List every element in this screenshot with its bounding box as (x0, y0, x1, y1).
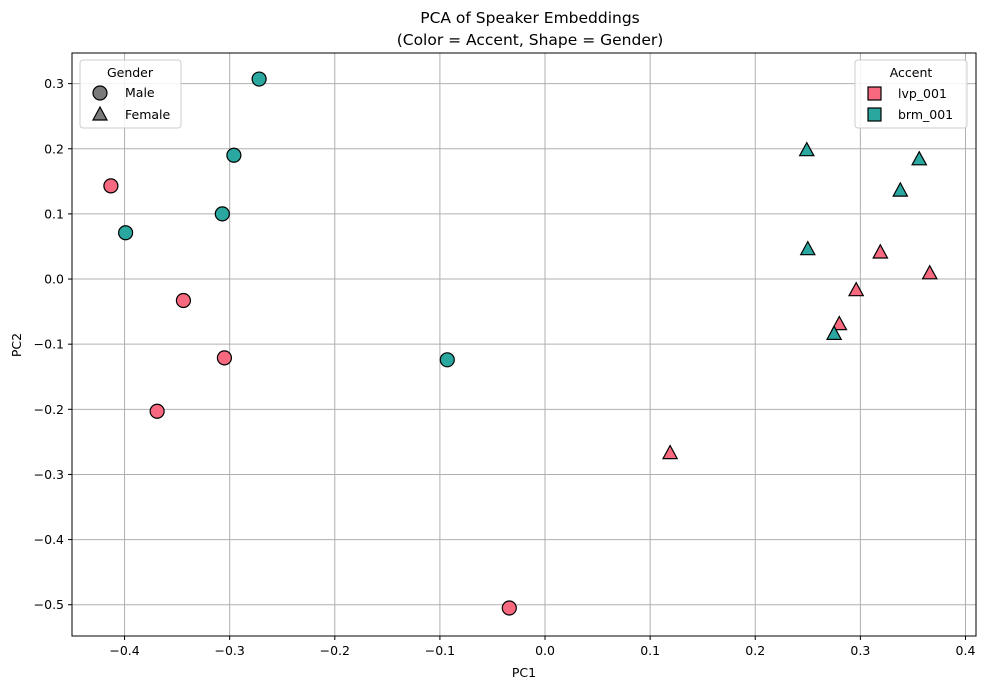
lvp-001-female-point (847, 281, 865, 297)
lvp-001-male-point (501, 600, 517, 616)
brm-001-female-point (825, 325, 843, 340)
y-tick-label: 0.2 (44, 141, 64, 156)
female-legend-label: Female (125, 107, 171, 122)
y-tick-label: 0.0 (44, 272, 64, 287)
accent-legend-title: Accent (890, 65, 933, 80)
brm-001-male-point (439, 352, 455, 368)
brm-001-female-point (798, 141, 815, 157)
x-tick-label: 0.0 (535, 643, 555, 658)
y-axis-label: PC2 (9, 333, 24, 357)
chart-subtitle: (Color = Accent, Shape = Gender) (397, 31, 664, 49)
lvp-001-male-point (175, 292, 192, 309)
lvp-001-male-point (216, 350, 233, 366)
axis-ticks: −0.4 −0.3 −0.2 −0.1 0.0 0.1 0.2 0.3 0.4 0.3 0.2 0.1… (34, 76, 976, 658)
lvp-001-male-point (103, 178, 119, 194)
x-tick-label: −0.4 (109, 643, 139, 658)
gender-legend: Gender Male Female (79, 59, 182, 129)
data-points (103, 71, 938, 616)
x-tick-label: −0.3 (214, 643, 244, 658)
brm-001-male-point (251, 71, 267, 87)
brm-001-male-point (226, 147, 242, 163)
lvp-001-legend-marker-icon (867, 86, 882, 101)
x-tick-label: −0.1 (425, 643, 455, 658)
brm-001-legend-label: brm_001 (898, 107, 953, 122)
brm-001-female-point (911, 150, 928, 166)
lvp-001-female-point (872, 243, 889, 259)
gender-legend-title: Gender (107, 65, 154, 80)
lvp-001-legend-label: lvp_001 (898, 86, 947, 101)
lvp-001-female-point (831, 315, 848, 331)
gender-legend-box (79, 59, 182, 129)
grid (72, 53, 976, 636)
x-tick-label: 0.3 (850, 643, 870, 658)
y-tick-label: −0.2 (34, 402, 64, 417)
x-tick-label: 0.1 (640, 643, 660, 658)
lvp-001-male-point (149, 403, 165, 419)
female-legend-marker-icon (91, 105, 109, 121)
brm-001-female-point (799, 240, 816, 256)
x-tick-label: 0.4 (956, 643, 976, 658)
y-tick-label: −0.1 (34, 337, 64, 352)
brm-001-male-point (118, 225, 134, 241)
male-legend-marker-icon (92, 85, 108, 101)
lvp-001-female-point (921, 264, 938, 280)
x-tick-label: 0.2 (745, 643, 765, 658)
accent-legend: Accent lvp_001 brm_001 (854, 59, 968, 129)
x-tick-label: −0.2 (320, 643, 350, 658)
lvp-001-female-point (661, 444, 679, 460)
brm-001-male-point (214, 206, 230, 222)
brm-001-legend-marker-icon (867, 107, 882, 122)
y-tick-label: 0.1 (44, 206, 64, 221)
chart-title: PCA of Speaker Embeddings (420, 9, 640, 27)
y-tick-label: 0.3 (44, 76, 64, 91)
y-tick-label: −0.5 (34, 597, 64, 612)
plot-area-frame (71, 52, 977, 637)
brm-001-female-point (892, 181, 909, 197)
male-legend-label: Male (125, 85, 155, 100)
accent-legend-box (854, 59, 968, 129)
x-axis-label: PC1 (512, 665, 536, 680)
y-tick-label: −0.3 (34, 467, 64, 482)
y-tick-label: −0.4 (34, 532, 64, 547)
